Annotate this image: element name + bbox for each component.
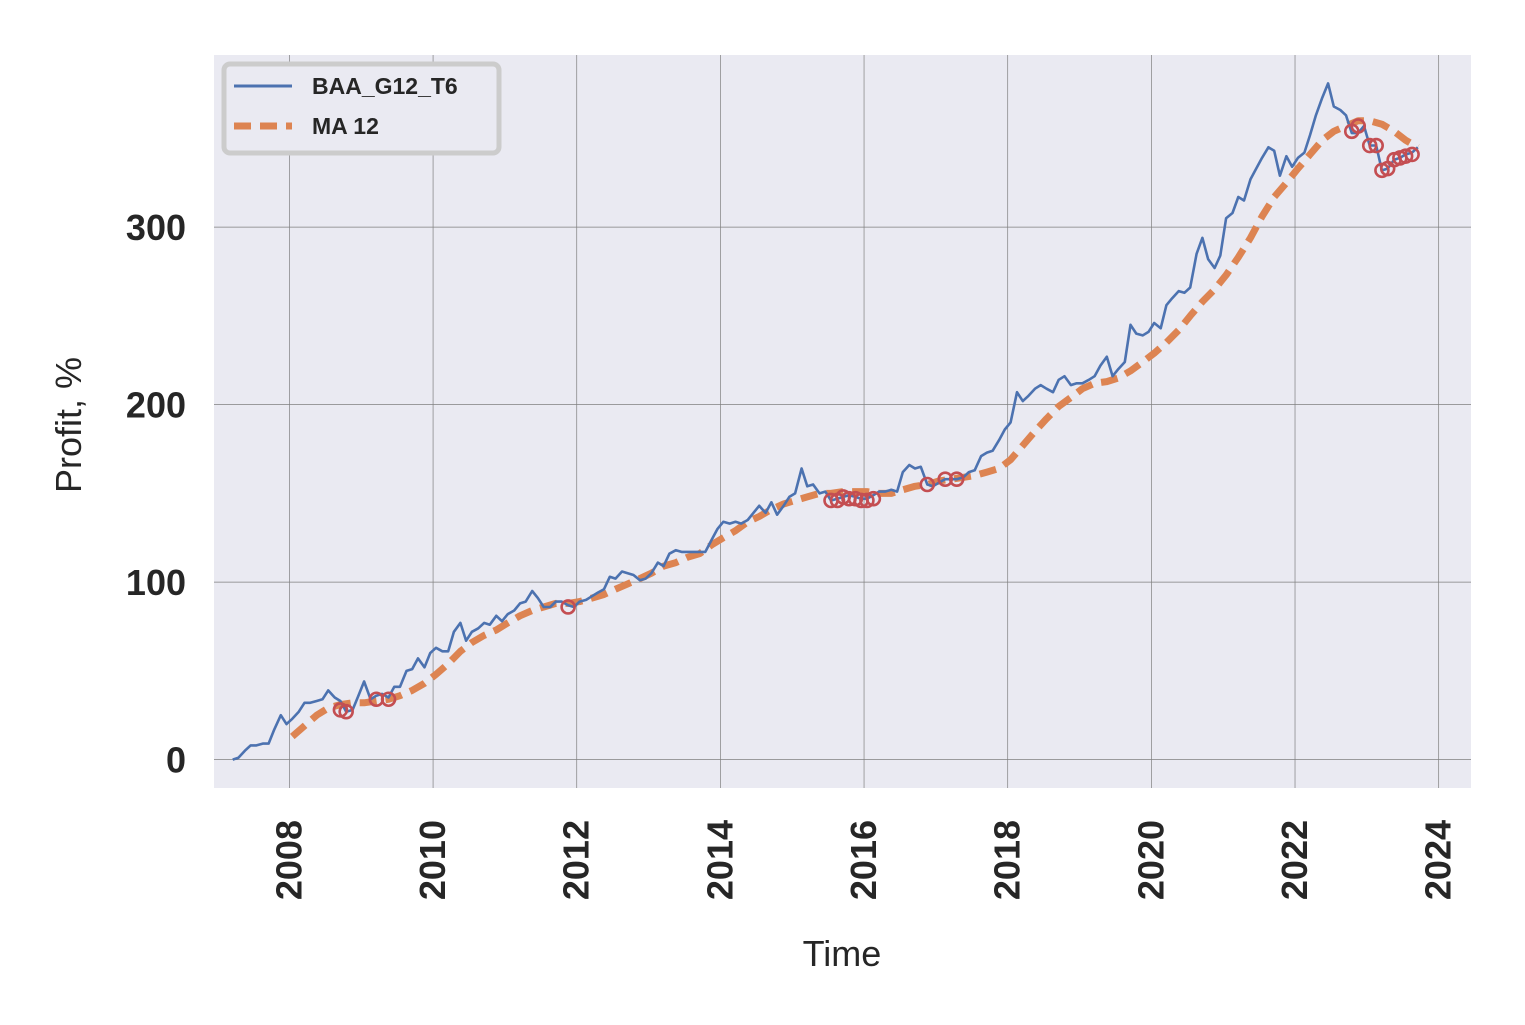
signal-markers — [332, 118, 1420, 720]
y-tick-label: 200 — [126, 385, 186, 426]
signal-marker — [937, 471, 954, 487]
signal-marker — [948, 471, 965, 487]
x-tick-label: 2024 — [1418, 820, 1459, 900]
baa-series — [232, 82, 1419, 761]
x-tick-label: 2016 — [843, 820, 884, 900]
y-tick-label: 0 — [166, 740, 186, 781]
signal-marker — [859, 492, 875, 509]
y-axis-title: Profit, % — [48, 357, 89, 493]
y-tick-label: 300 — [126, 207, 186, 248]
legend-box — [221, 61, 502, 156]
x-tick-label: 2010 — [412, 820, 453, 900]
x-tick-label: 2008 — [268, 820, 309, 900]
x-axis-title: Time — [803, 933, 882, 974]
signal-marker — [1361, 137, 1378, 154]
x-tick-label: 2012 — [556, 820, 597, 900]
legend-label-baa: BAA_G12_T6 — [312, 73, 458, 99]
x-tick-label: 2014 — [699, 820, 740, 900]
baa-line — [232, 82, 1419, 761]
y-tick-labels: 0 100 200 300 — [126, 207, 186, 780]
signal-marker — [1350, 118, 1367, 134]
signal-marker — [1397, 148, 1414, 164]
y-tick-label: 100 — [126, 562, 186, 603]
signal-marker — [560, 599, 576, 615]
signal-marker — [380, 691, 397, 708]
legend-label-ma: MA 12 — [312, 113, 379, 139]
x-tick-label: 2022 — [1274, 820, 1315, 900]
x-tick-label: 2020 — [1130, 820, 1171, 900]
signal-marker — [1404, 146, 1420, 163]
signal-marker — [919, 476, 936, 493]
signal-marker — [1368, 137, 1384, 154]
signal-marker — [338, 703, 354, 720]
legend: BAA_G12_T6 MA 12 — [221, 61, 502, 156]
x-tick-labels: 2008 2010 2012 2014 2016 2018 2020 2022 2024 — [268, 820, 1458, 900]
signal-marker — [865, 490, 882, 507]
x-tick-label: 2018 — [987, 820, 1028, 900]
